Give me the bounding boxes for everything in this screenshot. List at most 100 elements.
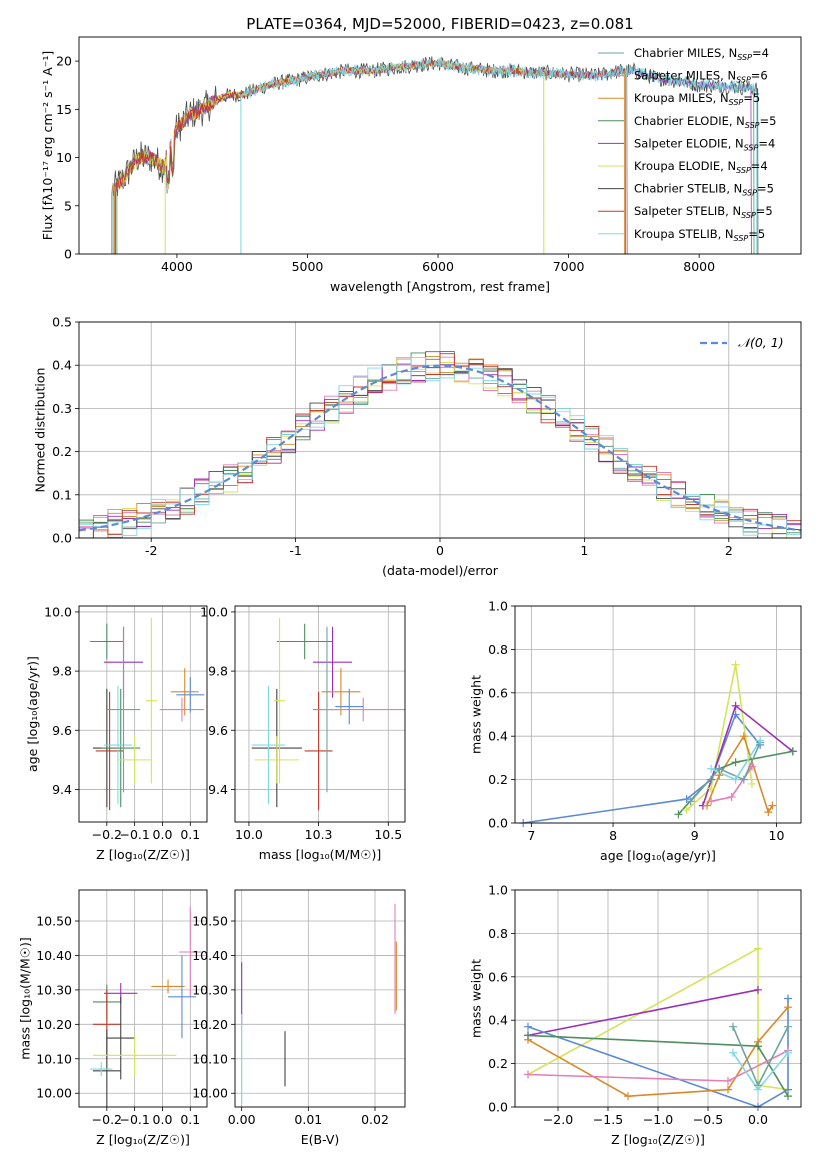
mass-vs-metallicity-ytick-label: 10.40 [36,948,72,963]
weight-series-line [523,712,761,823]
weight-vs-age-plot-area [523,664,794,823]
weight-vs-age-ytick-label: 0.8 [488,642,508,657]
spectrum-ytick-label: 20 [56,54,72,69]
residuals-panel: -2 -1 0 1 2 0.0 0.1 0.2 0.3 0.4 0.5 (data-model)/er… [33,315,802,578]
age-vs-mass-xtick-label: 10.0 [235,827,263,842]
mass-vs-ebv-panel: 0.00 0.01 0.02 10.00 10.10 10.20 10.30 10.40 10.… [192,889,406,1147]
weight-vs-age-ytick-label: 0.6 [488,685,508,700]
weight-vs-metallicity-ytick-label: 0.6 [488,969,508,984]
weight-point-marker [747,762,756,771]
age-vs-metallicity-ytick-label: 10.0 [44,604,72,619]
mass-vs-metallicity-ytick-label: 10.20 [36,1017,72,1032]
mass-vs-metallicity-ylabel: mass [log₁₀(M/M☉)] [18,937,33,1059]
legend-label: Salpeter ELODIE, NSSP=4 [634,136,775,152]
mass-vs-metallicity-ytick-label: 10.30 [36,982,72,997]
weight-series-line [527,989,759,1037]
weight-point-marker [747,779,756,788]
spectrum-ytick-label: 15 [56,102,72,117]
weight-point-marker [731,701,740,710]
weight-point-marker [707,784,716,793]
spectrum-xtick-label: 7000 [553,259,585,274]
residuals-xtick-label: 1 [580,543,588,558]
weight-series-line [732,1026,789,1088]
mass-vs-ebv-ytick-label: 10.00 [192,1086,228,1101]
spectrum-xtick-label: 5000 [292,259,324,274]
spectrum-panel: 4000 5000 6000 7000 8000 0 5 10 15 20 wavelength [… [40,36,802,294]
mass-vs-metallicity-plot-area [90,907,202,1107]
weight-point-marker [784,1003,792,1012]
weight-point-marker [788,747,797,756]
residuals-xlabel: (data-model)/error [382,563,499,578]
weight-vs-metallicity-xtick-label: −2.0 [543,1112,573,1127]
legend-label: Chabrier ELODIE, NSSP=5 [634,114,776,130]
age-vs-mass-frame [234,605,406,823]
spectrum-ylabel: Flux [fλ10⁻¹⁷ erg cm⁻² s⁻¹ A⁻¹] [40,51,55,240]
mass-vs-ebv-xtick-label: 0.02 [361,1112,389,1127]
mass-vs-ebv-ytick-label: 10.50 [192,914,228,929]
spectrum-line [116,59,755,254]
residuals-frame [78,321,802,539]
residuals-xtick-label: 0 [436,543,444,558]
mass-vs-metallicity-panel: −0.2−0.1 0.0 0.1 10.00 10.10 10.20 10.30 10.40 1… [18,889,208,1147]
mass-vs-ebv-ytick-label: 10.30 [192,982,228,997]
age-vs-mass-xlabel: mass [log₁₀(M/M☉)] [259,847,381,862]
weight-point-marker [674,810,683,819]
legend-label: Kroupa ELODIE, NSSP=4 [634,159,768,175]
age-vs-metallicity-ylabel: age [log₁₀(age/yr)] [25,656,40,772]
weight-point-marker [682,805,691,814]
mass-vs-ebv-plot-area [241,903,397,1104]
weight-point-marker [731,660,740,669]
residuals-ytick-label: 0.2 [52,444,72,459]
age-vs-mass-ytick-label: 9.8 [208,664,228,679]
spectrum-ytick-label: 0 [64,247,72,262]
weight-point-marker [724,1076,732,1085]
weight-vs-metallicity-plot-area [527,947,789,1107]
weight-point-marker [784,1092,792,1101]
age-vs-mass-ytick-label: 10.0 [200,604,228,619]
weight-vs-age-ylabel: mass weight [469,675,484,754]
mass-vs-metallicity-ytick-label: 10.10 [36,1051,72,1066]
weight-point-marker [784,1048,792,1057]
spectrum-line [113,60,627,254]
residuals-ytick-label: 0.0 [52,531,72,546]
age-vs-metallicity-xtick-label: 0.0 [153,827,173,842]
weight-vs-age-xlabel: age [log₁₀(age/yr)] [600,848,716,863]
legend-label: Salpeter STELIB, NSSP=5 [634,204,773,220]
weight-series-line [527,947,789,1091]
spectrum-plot-area [111,56,759,254]
weight-series-line [686,664,753,811]
residuals-ylabel: Normed distribution [33,368,48,493]
mass-vs-ebv-ytick-label: 10.10 [192,1051,228,1066]
weight-point-marker [724,1085,732,1094]
age-vs-mass-xtick-label: 10.3 [305,827,333,842]
weight-series-line [527,998,789,1107]
weight-point-marker [754,1042,762,1051]
weight-vs-metallicity-xlabel: Z [log₁₀(Z/Z☉)] [611,1132,705,1147]
mass-vs-metallicity-xlabel: Z [log₁₀(Z/Z☉)] [96,1132,190,1147]
spectrum-line [115,60,752,254]
mass-vs-metallicity-xtick-label: −0.1 [119,1112,149,1127]
weight-point-marker [756,736,765,745]
weight-point-marker [707,775,716,784]
weight-vs-age-ytick-label: 0.2 [488,772,508,787]
weight-point-marker [729,1048,737,1057]
spectrum-frame [78,36,802,255]
weight-point-marker [731,710,740,719]
mass-vs-ebv-ytick-label: 10.20 [192,1017,228,1032]
weight-vs-age-xtick-label: 8 [609,828,617,843]
spectrum-xtick-label: 4000 [161,259,193,274]
weight-vs-metallicity-panel: −2.0 −1.5 −1.0 −0.5 0.0 0.0 0.2 0.4 0.6 0.8 1.0 Z [… [469,883,802,1147]
weight-point-marker [624,1092,632,1101]
spectrum-line [112,56,759,254]
mass-vs-metallicity-ytick-label: 10.00 [36,1086,72,1101]
weight-vs-age-ytick-label: 1.0 [488,599,508,614]
residuals-ytick-label: 0.5 [52,315,72,330]
residuals-xtick-label: 2 [725,543,733,558]
age-vs-metallicity-xlabel: Z [log₁₀(Z/Z☉)] [96,847,190,862]
residuals-xtick-label: -2 [145,543,157,558]
age-vs-metallicity-frame [78,605,208,823]
weight-point-marker [524,1022,532,1031]
weight-vs-age-xtick-label: 9 [691,828,699,843]
weight-point-marker [754,985,762,994]
weight-point-marker [524,1031,532,1040]
